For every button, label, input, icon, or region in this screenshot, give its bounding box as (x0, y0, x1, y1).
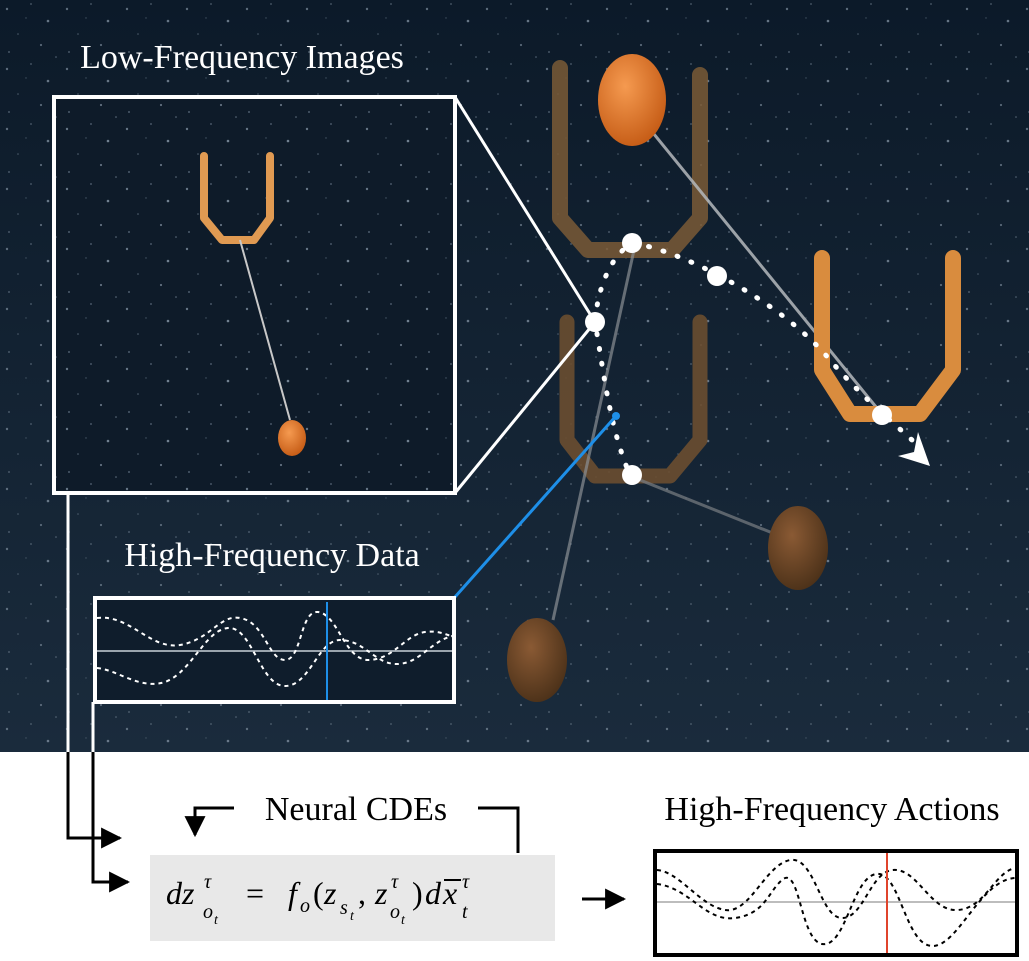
svg-text:t: t (401, 913, 406, 928)
svg-text:dz: dz (166, 875, 195, 911)
label-high-frequency-actions: High-Frequency Actions (664, 791, 999, 828)
flow-connectors (66, 493, 131, 893)
trajectory (585, 233, 930, 485)
svg-text:(: ( (313, 875, 324, 911)
svg-text:): ) (412, 875, 423, 911)
label-neural-cdes: Neural CDEs (265, 791, 447, 828)
svg-text:t: t (350, 909, 355, 924)
svg-text:=: = (246, 875, 264, 911)
low-frequency-inset (52, 95, 597, 495)
svg-text:τ: τ (462, 871, 470, 893)
svg-text:d: d (425, 875, 442, 911)
inset-gripper-icon (200, 152, 274, 244)
high-frequency-data-plot (93, 596, 456, 704)
svg-text:τ: τ (391, 871, 399, 893)
tether-top (634, 111, 887, 419)
svg-text:s: s (340, 897, 348, 919)
ball-icon (598, 54, 666, 146)
neural-cdes-bracket (184, 806, 520, 853)
svg-text:o: o (203, 901, 213, 923)
tether-ghost (629, 474, 791, 542)
ball-ghost-right (768, 506, 828, 590)
svg-text:,: , (358, 875, 366, 911)
trajectory-arrowhead-icon (898, 432, 930, 466)
svg-text:o: o (390, 901, 400, 923)
inset-ball-icon (278, 420, 306, 456)
svg-text:z: z (323, 875, 337, 911)
svg-text:x: x (442, 875, 457, 911)
equation: dz τ o t = f o ( z s t , z τ o t ) d x τ… (166, 871, 470, 928)
equation-box (150, 855, 555, 941)
tether-middle (551, 249, 636, 621)
blue-connector (453, 415, 618, 598)
svg-text:o: o (300, 895, 310, 917)
ball-ghost-bottom (507, 618, 567, 702)
high-frequency-actions-plot (653, 849, 1019, 957)
svg-text:τ: τ (204, 871, 212, 893)
svg-text:z: z (374, 875, 388, 911)
svg-text:t: t (462, 901, 468, 923)
label-low-frequency-images: Low-Frequency Images (80, 39, 404, 76)
svg-text:t: t (214, 913, 219, 928)
label-high-frequency-data: High-Frequency Data (124, 537, 420, 574)
